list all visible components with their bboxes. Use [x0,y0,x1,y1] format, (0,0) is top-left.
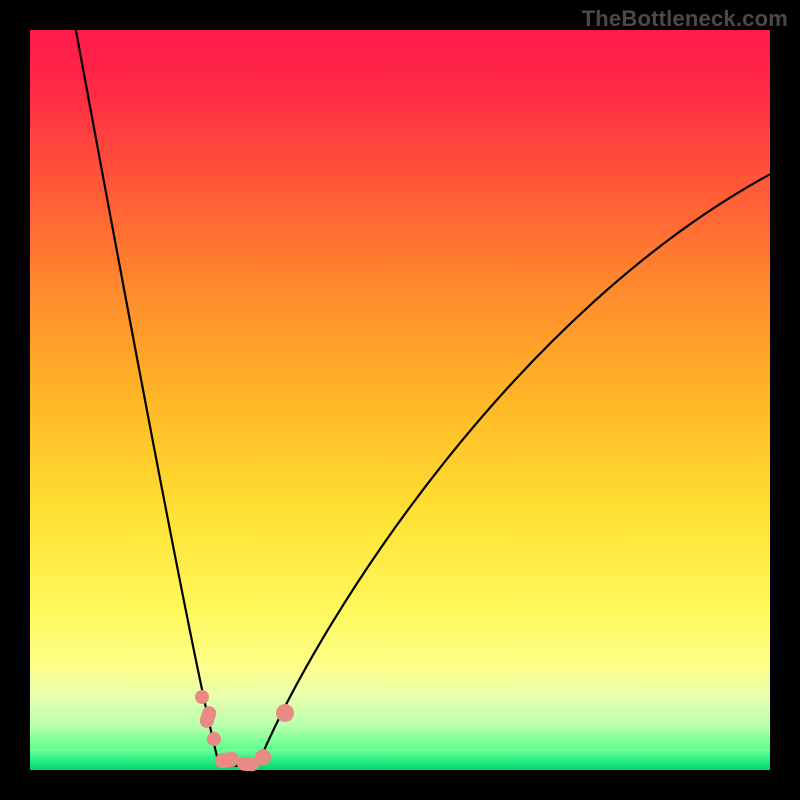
data-marker-2 [207,732,221,746]
data-marker-0 [195,690,209,704]
data-marker-3 [214,751,240,769]
data-marker-5 [255,749,271,765]
data-marker-1 [198,704,218,729]
data-marker-6 [276,704,294,722]
marker-layer [30,30,770,770]
plot-area [30,30,770,770]
chart-frame: TheBottleneck.com [0,0,800,800]
watermark-text: TheBottleneck.com [582,6,788,32]
